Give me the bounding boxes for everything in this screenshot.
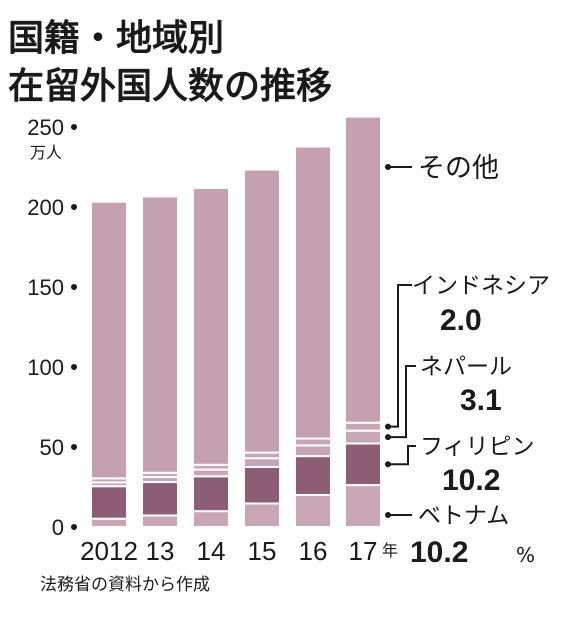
legend-dot [385, 512, 391, 518]
bar-segment-2012-4 [90, 200, 128, 480]
bar-segment-2012-1 [90, 485, 128, 520]
bar-segment-17-2 [344, 429, 382, 445]
bar-16 [294, 145, 332, 528]
y-tick-label: 50 [40, 435, 64, 460]
legend-leader-line [388, 284, 412, 428]
bar-segment-15-1 [243, 466, 281, 505]
bar-segment-14-1 [192, 475, 230, 513]
legend-value: 10.2 [442, 464, 500, 497]
legend-dot [385, 434, 391, 441]
legend-label: インドネシア [412, 273, 550, 299]
bar-segment-17-3 [344, 421, 382, 432]
bar-15 [243, 168, 281, 529]
bar-segment-16-1 [294, 455, 332, 496]
bars [90, 115, 382, 529]
y-tick-dot [71, 204, 77, 210]
bar-segment-14-2 [192, 468, 230, 478]
chart-title-line-1: 国籍・地域別 [8, 18, 224, 59]
y-tick-dot [71, 124, 77, 130]
legend-label: ネパール [420, 354, 512, 380]
legend-dot [385, 423, 391, 430]
bar-segment-17-0 [344, 484, 382, 528]
bar-segment-16-0 [294, 494, 332, 528]
bar-17 [344, 115, 382, 528]
legend-leader-line [388, 445, 416, 466]
bar-13 [141, 195, 179, 528]
bar-segment-17-4 [344, 115, 382, 424]
bar-segment-2012-0 [90, 517, 128, 528]
legend-label: その他 [418, 153, 499, 184]
y-axis: 0 50 100 150 200 250 [27, 115, 77, 540]
legend-value: 3.1 [460, 384, 502, 417]
bar-segment-14-0 [192, 510, 230, 529]
bar-segment-15-0 [243, 502, 281, 529]
y-tick-label: 100 [27, 355, 64, 380]
y-tick-label: 0 [52, 515, 64, 540]
x-tick-label: 16 [299, 536, 328, 566]
x-axis: 2012 13 14 15 16 17 年 [80, 536, 398, 566]
bar-segment-14-4 [192, 186, 230, 466]
legend-value: 2.0 [440, 304, 482, 337]
y-tick-label: 150 [27, 275, 64, 300]
legend-label: フィリピン [420, 434, 535, 460]
y-tick-dot [71, 524, 77, 530]
y-axis-unit: 万人 [30, 143, 62, 162]
x-tick-label: 2012 [80, 536, 138, 566]
y-tick-dot [71, 444, 77, 450]
legend-value-unit: % [516, 543, 535, 567]
bar-segment-13-0 [141, 514, 179, 528]
bar-segment-16-2 [294, 444, 332, 458]
bar-segment-16-3 [294, 437, 332, 447]
x-axis-unit: 年 [382, 541, 398, 560]
legend-leader-line [388, 365, 416, 439]
legend-dot [385, 164, 391, 170]
bar-14 [192, 186, 230, 529]
y-tick-dot [71, 284, 77, 290]
x-tick-label: 13 [146, 536, 175, 566]
bar-segment-15-2 [243, 457, 281, 469]
bar-segment-17-1 [344, 442, 382, 487]
x-tick-label: 14 [197, 536, 226, 566]
bar-2012 [90, 200, 128, 528]
legend-value: 10.2 [410, 536, 468, 569]
x-tick-label: 17 [349, 536, 378, 566]
chart-title-line-2: 在留外国人数の推移 [8, 66, 332, 107]
bar-segment-15-4 [243, 168, 281, 454]
source-note: 法務省の資料から作成 [40, 575, 210, 595]
bar-segment-16-4 [294, 145, 332, 440]
legend-label: ベトナム [418, 503, 509, 529]
bar-segment-13-1 [141, 481, 179, 517]
y-tick-dot [71, 364, 77, 370]
bar-segment-13-4 [141, 195, 179, 474]
y-tick-label: 250 [27, 115, 64, 140]
legend-dot [385, 461, 391, 468]
x-tick-label: 15 [248, 536, 277, 566]
y-tick-label: 200 [27, 195, 64, 220]
